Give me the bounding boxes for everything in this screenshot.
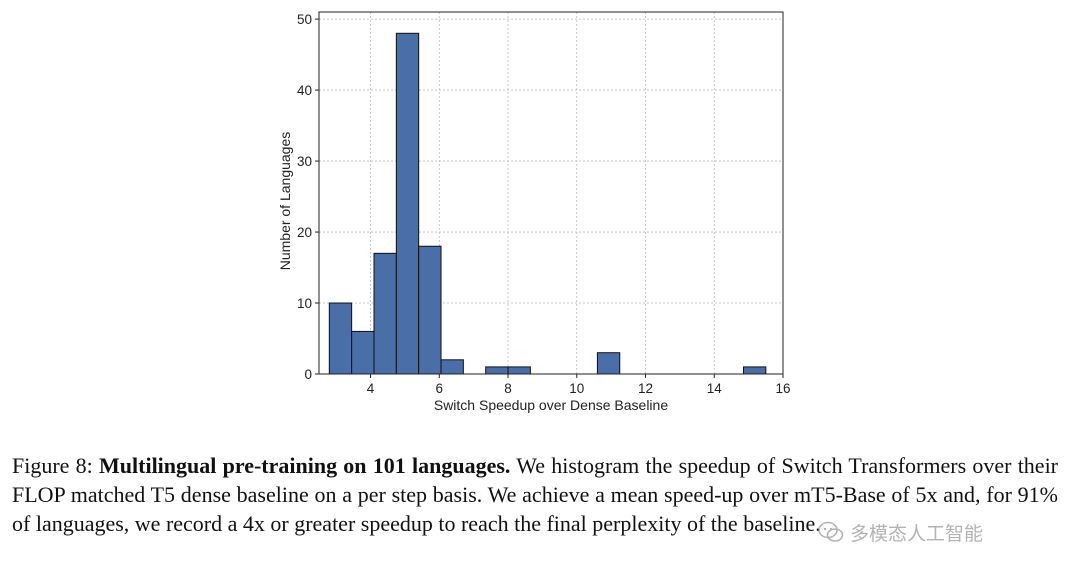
- y-tick-label: 20: [297, 225, 312, 240]
- y-axis-ticks: 0 10 20 30 40 50: [297, 12, 319, 382]
- figure-label: Figure 8:: [12, 453, 93, 478]
- histogram-bar: [507, 366, 531, 375]
- y-tick-label: 0: [304, 367, 312, 382]
- x-tick-label: 10: [569, 381, 584, 396]
- wechat-icon: [818, 521, 844, 542]
- histogram-bar: [328, 302, 353, 375]
- histogram-bar: [351, 330, 375, 375]
- watermark: 多模态人工智能: [818, 518, 983, 546]
- histogram-bar: [395, 32, 420, 375]
- caption-title: Multilingual pre-training on 101 languag…: [99, 453, 511, 478]
- histogram-chart: 4 6 8 10 12 14 16 0 10 20 30 40 50 Switch Speedup o…: [277, 11, 791, 413]
- y-tick-label: 50: [297, 12, 312, 27]
- watermark-text: 多模态人工智能: [850, 522, 984, 545]
- x-tick-label: 12: [638, 381, 653, 396]
- x-tick-label: 8: [504, 381, 512, 396]
- histogram-bar: [440, 359, 464, 375]
- histogram-bars: [328, 32, 767, 375]
- figure-caption: Figure 8: Multilingual pre-training on 1…: [12, 451, 1058, 538]
- caption-body: We histogram the speedup of Switch Trans…: [12, 453, 1059, 536]
- y-tick-label: 40: [297, 83, 312, 98]
- x-tick-label: 6: [436, 381, 444, 396]
- histogram-bar: [596, 352, 621, 375]
- x-axis-ticks: 4 6 8 10 12 14 16: [367, 374, 791, 396]
- y-tick-label: 30: [297, 154, 312, 169]
- histogram-bar: [373, 252, 397, 375]
- x-tick-label: 14: [707, 381, 723, 396]
- y-axis-label: Number of Languages: [277, 132, 293, 271]
- histogram-bar: [742, 366, 767, 375]
- x-tick-label: 16: [775, 381, 790, 396]
- plot-frame: [318, 11, 784, 375]
- histogram-bar: [485, 366, 509, 375]
- x-tick-label: 4: [367, 381, 375, 396]
- histogram-bar: [418, 245, 442, 375]
- x-axis-label: Switch Speedup over Dense Baseline: [434, 397, 668, 413]
- y-tick-label: 10: [297, 296, 312, 311]
